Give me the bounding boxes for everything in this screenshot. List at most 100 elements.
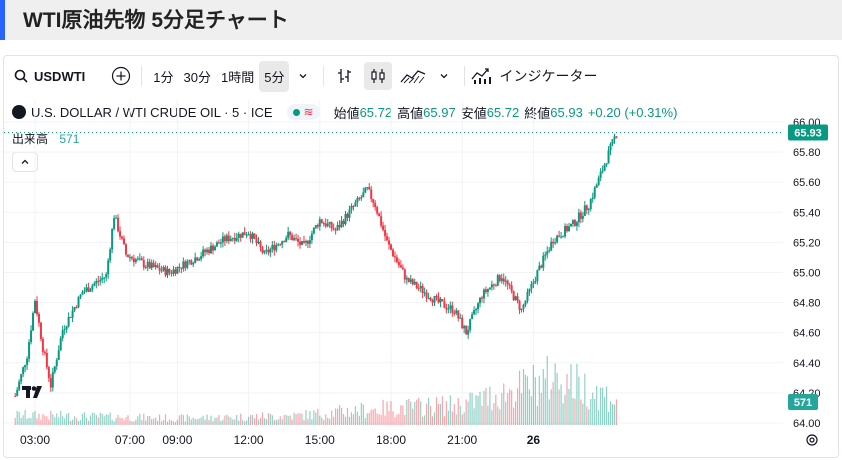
candle-body xyxy=(395,257,398,262)
chart-style-dropdown-button[interactable] xyxy=(430,62,458,90)
interval-1m[interactable]: 1分 xyxy=(153,69,174,85)
volume-bar xyxy=(530,396,533,425)
volume-bar xyxy=(180,414,182,425)
candle-body xyxy=(229,238,232,242)
volume-bar xyxy=(164,414,167,425)
candle-style-button[interactable] xyxy=(364,62,393,90)
candle-body xyxy=(192,262,195,265)
search-icon xyxy=(14,69,28,83)
volume-bar xyxy=(192,417,194,425)
volume-bar xyxy=(455,414,457,425)
indicators-button[interactable]: インジケーター xyxy=(471,66,597,86)
volume-bar xyxy=(412,408,414,425)
candle-body xyxy=(492,284,495,286)
candle-body xyxy=(20,374,23,382)
volume-bar xyxy=(157,420,159,425)
candle-body xyxy=(28,342,31,359)
symbol-logo-icon xyxy=(12,105,26,119)
volume-bar xyxy=(202,415,204,425)
last-price-badge xyxy=(788,124,828,141)
candle-body xyxy=(437,296,440,303)
volume-bar xyxy=(354,406,356,425)
chevron-down-icon xyxy=(440,74,448,79)
interval-dropdown-button[interactable] xyxy=(289,62,317,90)
volume-bar xyxy=(499,409,501,425)
legend-low-label: 安値 xyxy=(460,105,487,121)
volume-bar xyxy=(532,364,534,425)
area-style-button[interactable] xyxy=(396,62,430,90)
legend-high-value: 65.97 xyxy=(423,104,456,120)
volume-bar xyxy=(174,422,177,425)
symbol-label: USDWTI xyxy=(34,68,86,84)
volume-bar xyxy=(42,413,44,425)
candle-body xyxy=(67,316,70,327)
candle-body xyxy=(302,241,305,243)
candle-body xyxy=(405,277,408,280)
symbol-search-button[interactable]: USDWTI xyxy=(14,69,85,84)
volume-bar xyxy=(505,401,507,425)
candle-body xyxy=(439,299,442,303)
volume-bar xyxy=(111,419,113,425)
candle-body xyxy=(225,235,228,242)
candle-body xyxy=(380,216,383,226)
candle-body xyxy=(172,269,175,274)
volume-bar xyxy=(368,412,370,425)
candle-body xyxy=(190,260,193,265)
candle-body xyxy=(105,274,108,278)
volume-bar xyxy=(251,415,254,425)
candle-body xyxy=(318,219,321,227)
compare-add-button[interactable] xyxy=(107,62,135,90)
market-status-badge[interactable]: ≋ xyxy=(286,104,320,120)
candle-body xyxy=(121,236,124,239)
candle-body xyxy=(219,242,222,244)
interval-1h[interactable]: 1時間 xyxy=(220,69,255,85)
chevron-up-icon xyxy=(21,159,29,164)
candle-body xyxy=(500,278,503,281)
volume-value: 571 xyxy=(59,132,80,146)
volume-bar xyxy=(483,390,485,425)
candle-body xyxy=(255,238,258,244)
volume-bar xyxy=(416,399,418,425)
volume-bar xyxy=(580,399,582,425)
volume-bar xyxy=(408,398,410,425)
volume-bar xyxy=(445,401,447,425)
volume-bar xyxy=(574,398,576,425)
candle-body xyxy=(113,218,116,229)
candle-body xyxy=(304,240,307,243)
volume-bar xyxy=(362,404,364,425)
volume-bar xyxy=(518,370,521,425)
candle-body xyxy=(239,233,242,238)
candle-body xyxy=(530,283,533,289)
candle-body xyxy=(364,187,367,193)
volume-bar xyxy=(352,414,355,425)
candle-body xyxy=(85,287,88,292)
candle-body xyxy=(277,244,280,246)
candle-body xyxy=(330,222,333,229)
candle-body xyxy=(213,246,216,251)
gear-icon[interactable] xyxy=(806,434,818,446)
volume-bar xyxy=(528,389,531,425)
candle-body xyxy=(45,353,48,368)
price-axis-label: 65.80 xyxy=(793,147,821,159)
volume-bar xyxy=(186,414,188,425)
candle-body xyxy=(340,220,343,228)
candle-body xyxy=(459,317,462,319)
volume-bar xyxy=(317,408,319,425)
bar-style-button[interactable] xyxy=(330,62,358,90)
candle-body xyxy=(41,338,44,352)
volume-bar xyxy=(81,413,84,425)
candle-body xyxy=(409,279,412,282)
volume-bar xyxy=(315,412,317,425)
interval-5m[interactable]: 5分 xyxy=(259,60,290,92)
candle-body xyxy=(447,308,450,310)
candle-body xyxy=(310,233,313,241)
volume-bar xyxy=(426,403,428,425)
candle-body xyxy=(65,326,68,330)
interval-30m[interactable]: 30分 xyxy=(183,69,211,85)
volume-bar xyxy=(449,395,451,425)
candle-body xyxy=(486,289,489,293)
candle-body xyxy=(601,170,604,172)
volume-bar xyxy=(451,411,453,425)
candle-body xyxy=(301,241,303,245)
